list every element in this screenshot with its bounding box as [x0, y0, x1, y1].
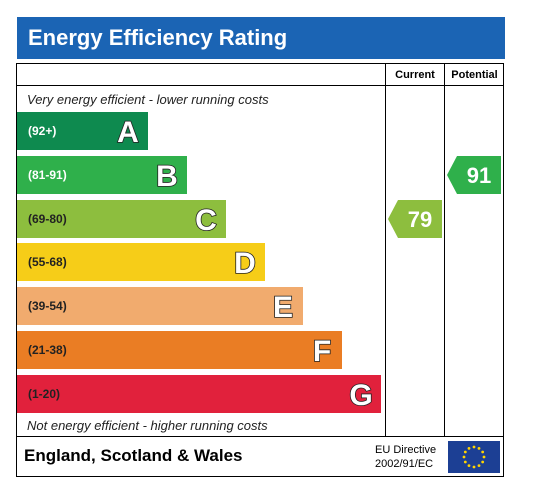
band-letter: E	[272, 290, 294, 323]
band-range-label: (55-68)	[28, 255, 67, 269]
band-b: (81-91) B	[17, 156, 187, 194]
eu-flag-icon	[448, 441, 500, 473]
eu-star-icon	[477, 464, 481, 468]
eu-star-icon	[463, 460, 467, 464]
band-letter: B	[155, 159, 178, 192]
rating-value: 91	[467, 163, 491, 188]
svg-text:E: E	[273, 291, 293, 323]
eu-star-icon	[481, 450, 485, 454]
band-range-label: (21-38)	[28, 343, 67, 357]
divider-current-left	[385, 63, 386, 436]
eu-star-icon	[481, 460, 485, 464]
rating-arrow-shape	[447, 156, 501, 194]
footer-directive: EU Directive 2002/91/EC	[375, 443, 436, 471]
eu-star-icon	[472, 445, 476, 449]
column-current-header: Current	[395, 69, 435, 81]
top-caption: Very energy efficient - lower running co…	[27, 92, 269, 107]
directive-line-2: 2002/91/EC	[375, 458, 434, 470]
band-g: (1-20) G	[17, 375, 381, 413]
band-letter: G	[349, 378, 374, 411]
current-rating-marker: 79	[388, 200, 442, 238]
column-potential-header: Potential	[451, 69, 498, 81]
band-letter: C	[194, 203, 217, 236]
eu-star-icon	[477, 446, 481, 450]
bottom-caption: Not energy efficient - higher running co…	[27, 418, 268, 433]
band-range-label: (81-91)	[28, 168, 67, 182]
band-range-label: (92+)	[28, 124, 57, 138]
eu-star-icon	[462, 455, 466, 459]
header-divider	[16, 85, 504, 86]
band-range-label: (39-54)	[28, 299, 67, 313]
svg-text:D: D	[234, 247, 256, 279]
divider-current-right	[444, 63, 445, 436]
chart-title: Energy Efficiency Rating	[17, 17, 505, 59]
eu-star-icon	[472, 465, 476, 469]
eu-star-icon	[482, 455, 486, 459]
directive-line-1: EU Directive	[375, 444, 437, 456]
band-d: (55-68) D	[17, 243, 265, 281]
band-letter: A	[116, 115, 139, 148]
potential-rating-marker: 91	[447, 156, 501, 194]
band-e: (39-54) E	[17, 287, 303, 325]
rating-value: 79	[408, 207, 432, 232]
band-letter: D	[233, 246, 256, 279]
eu-star-icon	[467, 446, 471, 450]
footer-country: England, Scotland & Wales	[24, 446, 243, 465]
eu-star-icon	[467, 464, 471, 468]
svg-text:G: G	[349, 379, 372, 411]
band-range-label: (69-80)	[28, 212, 67, 226]
band-c: (69-80) C	[17, 200, 226, 238]
svg-text:C: C	[195, 204, 217, 236]
svg-text:A: A	[117, 116, 139, 148]
svg-text:F: F	[313, 335, 331, 367]
footer-divider	[16, 436, 504, 437]
rating-arrow-shape	[388, 200, 442, 238]
band-f: (21-38) F	[17, 331, 342, 369]
svg-text:B: B	[156, 160, 178, 192]
band-letter: F	[312, 334, 332, 367]
eu-star-icon	[463, 450, 467, 454]
rating-frame	[16, 63, 504, 477]
band-range-label: (1-20)	[28, 387, 61, 401]
band-a: (92+) A	[17, 112, 148, 150]
